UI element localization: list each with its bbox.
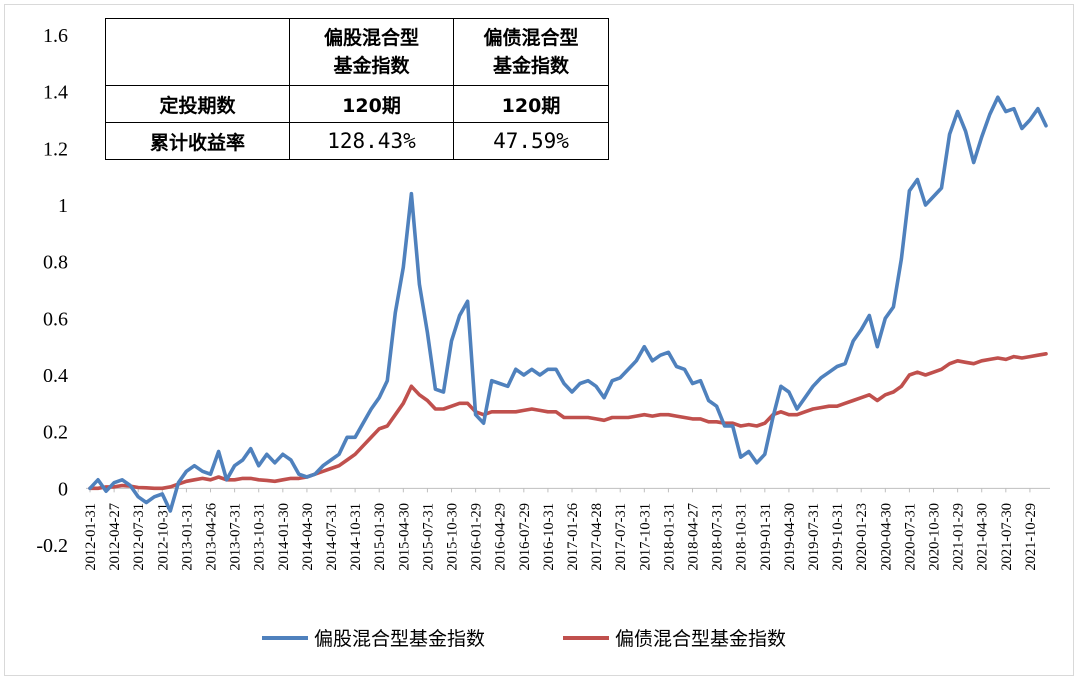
legend: 偏股混合型基金指数 偏债混合型基金指数: [262, 628, 786, 650]
x-tick-label: 2015-07-31: [420, 503, 436, 571]
x-tick-label: 2017-07-31: [613, 503, 629, 571]
x-tick-label: 2013-07-31: [228, 503, 244, 571]
y-tick-label: 0.4: [43, 365, 68, 387]
x-tick-label: 2013-04-26: [204, 503, 220, 571]
x-tick-label: 2020-10-30: [927, 503, 943, 571]
y-tick-label: 0: [58, 478, 68, 500]
x-tick-label: 2016-10-31: [541, 503, 557, 571]
x-tick-label: 2015-01-30: [372, 503, 388, 571]
y-tick-label: 0.8: [43, 252, 68, 274]
table-header-empty: [105, 18, 290, 86]
y-axis: -0.2 0 0.2 0.4 0.6 0.8 1 1.2 1.4 1.6: [36, 25, 68, 557]
header-bond-line1: 偏债混合型: [483, 27, 579, 49]
cell-bond-periods: 120期: [453, 85, 609, 123]
y-tick-label: 1.6: [43, 25, 68, 47]
x-tick-label: 2012-10-31: [155, 503, 171, 571]
x-tick-label: 2012-01-31: [83, 503, 99, 571]
x-axis: 2012-01-31 2012-04-27 2012-07-31 2012-10-31…: [83, 488, 1039, 571]
table-header-bond: 偏债混合型 基金指数: [453, 18, 609, 86]
x-tick-label: 2015-10-30: [445, 503, 461, 571]
x-tick-label: 2020-01-23: [854, 503, 870, 571]
row-label-return: 累计收益率: [105, 122, 290, 160]
x-tick-label: 2018-10-31: [734, 503, 750, 571]
table-row: 定投期数 120期 120期: [105, 85, 609, 123]
legend-label-bond: 偏债混合型基金指数: [615, 628, 786, 650]
table-header-stock: 偏股混合型 基金指数: [289, 18, 454, 86]
x-tick-label: 2013-01-31: [179, 503, 195, 571]
x-tick-label: 2021-01-29: [951, 503, 967, 571]
cell-stock-periods: 120期: [289, 85, 454, 123]
x-tick-label: 2012-07-31: [131, 503, 147, 571]
y-tick-label: 0.2: [43, 422, 68, 444]
y-tick-label: 1.4: [43, 82, 68, 104]
x-tick-label: 2014-01-30: [276, 503, 292, 571]
x-tick-label: 2018-07-31: [710, 503, 726, 571]
x-tick-label: 2019-01-31: [758, 503, 774, 571]
x-tick-label: 2021-10-29: [1023, 503, 1039, 571]
x-tick-label: 2014-07-31: [324, 503, 340, 571]
x-tick-label: 2017-04-28: [589, 503, 605, 571]
cell-bond-return: 47.59%: [453, 122, 609, 160]
x-tick-label: 2016-01-29: [469, 503, 485, 571]
x-tick-label: 2019-04-30: [782, 503, 798, 571]
x-tick-label: 2019-10-31: [830, 503, 846, 571]
cell-stock-return: 128.43%: [289, 122, 454, 160]
x-tick-label: 2017-10-31: [637, 503, 653, 571]
series-layer: [88, 95, 1048, 513]
x-tick-label: 2021-04-30: [975, 503, 991, 571]
legend-label-stock: 偏股混合型基金指数: [314, 628, 485, 650]
x-tick-label: 2013-10-31: [252, 503, 268, 571]
header-stock-line1: 偏股混合型: [323, 27, 419, 49]
header-stock-line2: 基金指数: [333, 55, 410, 77]
x-tick-label: 2017-01-26: [565, 503, 581, 571]
x-tick-label: 2016-07-29: [517, 503, 533, 571]
y-tick-label: 1.2: [43, 138, 68, 160]
x-tick-label: 2018-04-27: [686, 503, 702, 571]
header-bond-line2: 基金指数: [492, 55, 569, 77]
series-line-bond: [88, 351, 1048, 491]
x-tick-label: 2012-04-27: [107, 503, 123, 571]
x-tick-label: 2020-04-30: [878, 503, 894, 571]
table-row: 累计收益率 128.43% 47.59%: [105, 122, 609, 160]
series-line-stock: [88, 95, 1048, 513]
y-tick-label: 1: [58, 195, 68, 217]
table-header-row: 偏股混合型基金指数 偏债混合型基金指数: [105, 18, 609, 86]
x-tick-label: 2016-04-29: [493, 503, 509, 571]
y-tick-label: 0.6: [43, 308, 68, 330]
row-label-periods: 定投期数: [105, 85, 290, 123]
x-tick-label: 2018-01-31: [661, 503, 677, 571]
x-tick-label: 2014-10-31: [348, 503, 364, 571]
summary-table: 偏股混合型基金指数 偏债混合型基金指数 定投期数 120期 120期 累计收益率…: [105, 18, 609, 160]
x-tick-label: 2021-07-30: [999, 503, 1015, 571]
x-tick-label: 2019-07-31: [806, 503, 822, 571]
y-tick-label: -0.2: [36, 535, 68, 557]
x-tick-label: 2014-04-30: [300, 503, 316, 571]
x-tick-label: 2020-07-31: [902, 503, 918, 571]
x-tick-label: 2015-04-30: [396, 503, 412, 571]
